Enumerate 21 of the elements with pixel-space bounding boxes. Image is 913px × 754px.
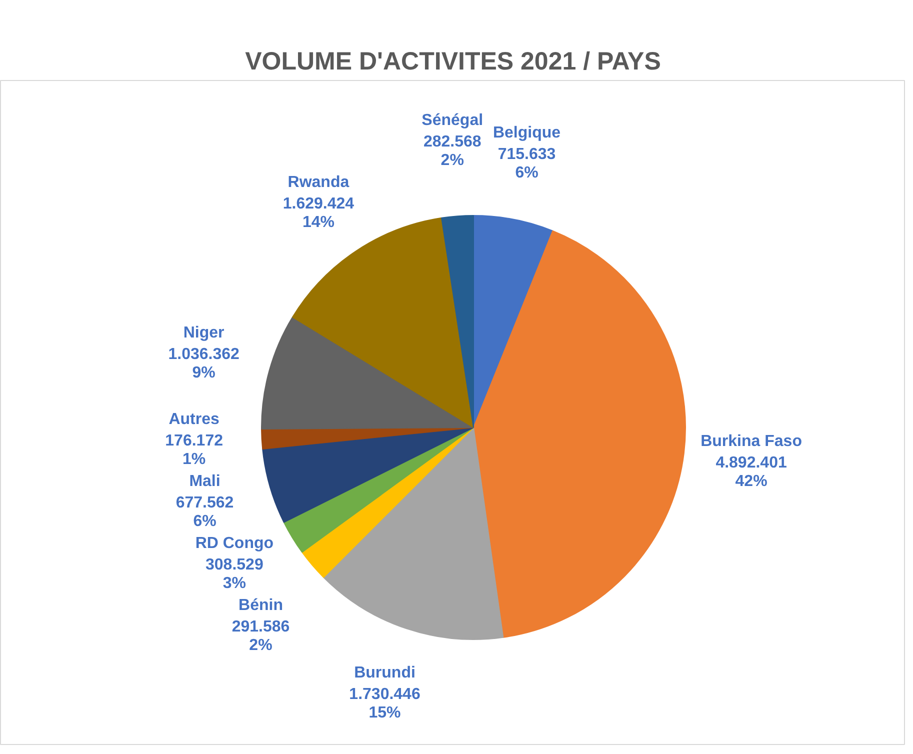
data-label: 176.172 1%	[165, 432, 224, 468]
data-label: 677.562 6%	[176, 494, 234, 530]
slice-label: Niger	[183, 324, 224, 342]
slice-label: Bénin	[238, 597, 283, 614]
slice-label: Mali	[189, 473, 220, 490]
data-label: 1.629.424 14%	[282, 196, 354, 231]
slice-label: Belgique	[492, 124, 561, 142]
data-label: 1.036.362 9%	[168, 346, 240, 382]
slice-label: Burkina Faso	[700, 432, 802, 450]
data-label: 715.633 6%	[498, 146, 556, 182]
data-label: 291.586 2%	[232, 618, 290, 654]
data-label: 308.529 3%	[206, 556, 264, 592]
data-label: 1.730.446 15%	[349, 686, 420, 722]
data-label: 4.892.401 42%	[716, 454, 787, 490]
slice-label: Sénégal	[422, 112, 484, 129]
slice-label: Rwanda	[288, 174, 350, 191]
chart-title: VOLUME D'ACTIVITES 2021 / PAYS	[245, 48, 661, 76]
slice-label: Autres	[168, 411, 220, 428]
slice-label: Burundi	[354, 664, 416, 682]
slice-label: RD Congo	[195, 535, 274, 552]
data-label: 282.568 2%	[423, 134, 482, 169]
